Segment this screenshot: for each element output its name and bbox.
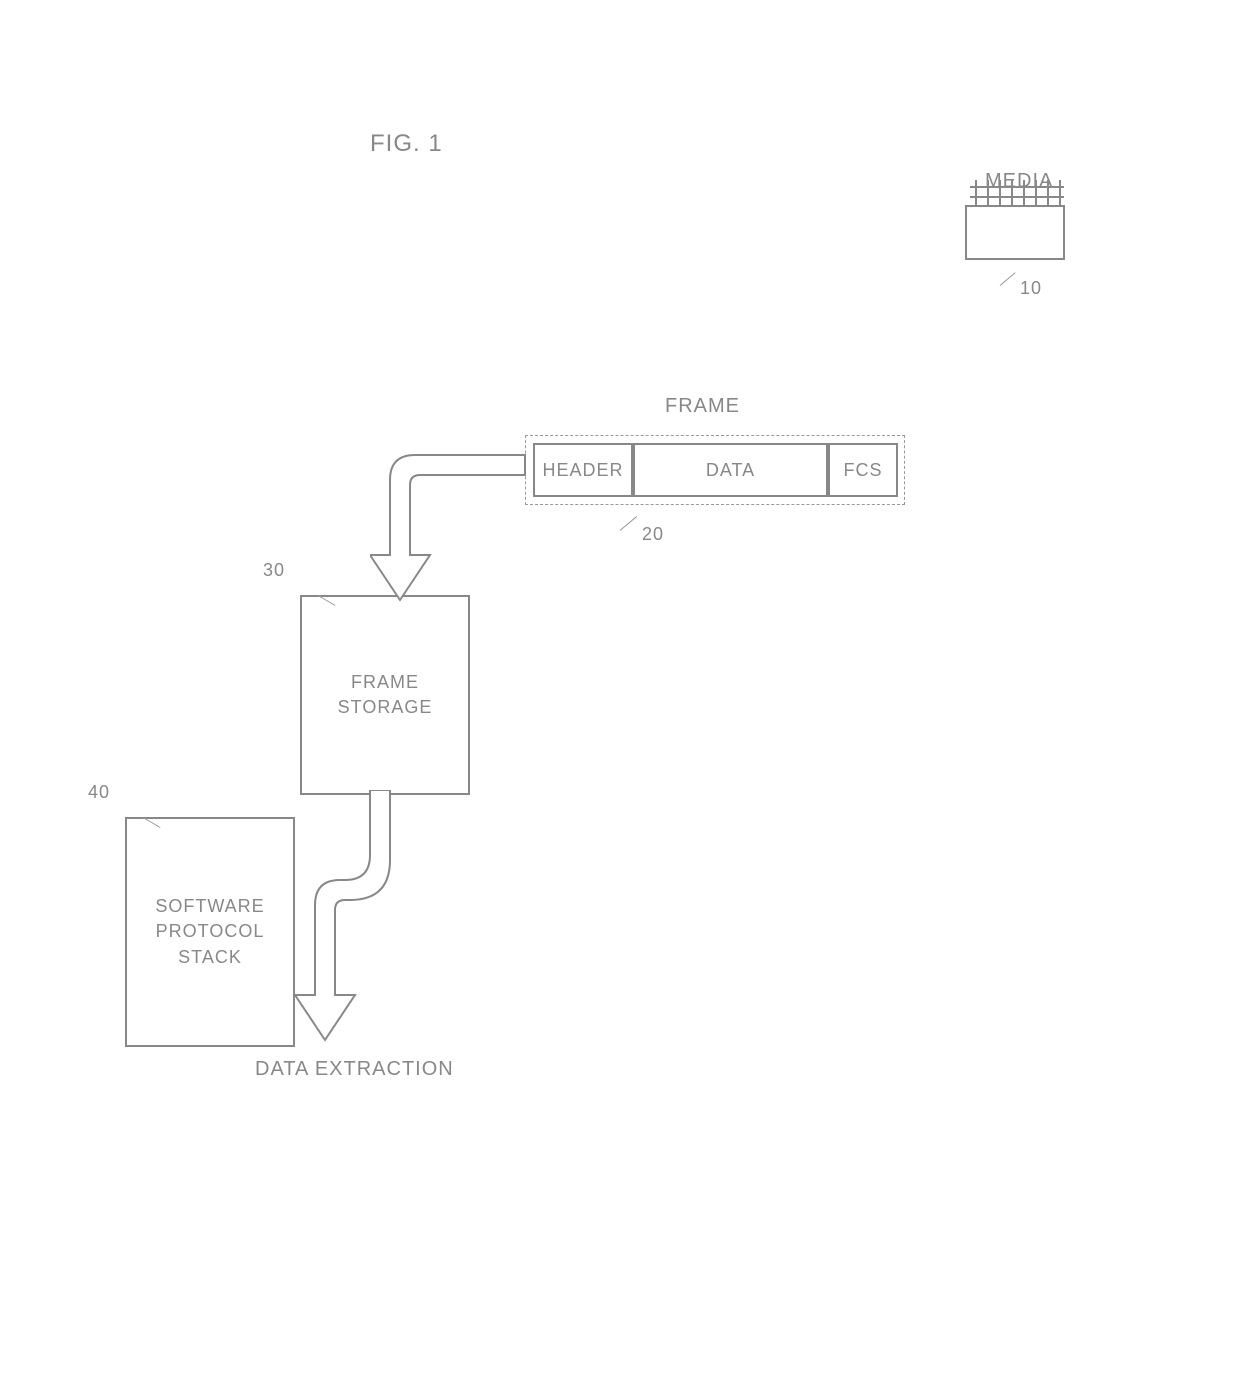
- frame-header-cell: HEADER: [533, 443, 633, 497]
- leader-line: [620, 516, 637, 531]
- storage-ref: 30: [263, 560, 285, 581]
- media-ref: 10: [1020, 278, 1042, 299]
- frame-ref: 20: [642, 524, 664, 545]
- media-pin: [1011, 180, 1013, 205]
- frame-fcs-cell: FCS: [828, 443, 898, 497]
- media-pin: [999, 180, 1001, 205]
- media-pin: [1047, 180, 1049, 205]
- media-pin: [1023, 180, 1025, 205]
- media-pin: [987, 180, 989, 205]
- frame-label: FRAME: [665, 395, 740, 418]
- protocol-stack-box: SOFTWARE PROTOCOL STACK: [125, 817, 295, 1047]
- media-connector: [965, 205, 1065, 260]
- media-pin-cross: [970, 196, 1064, 198]
- frame-data-text: DATA: [706, 460, 755, 481]
- data-extraction-label: DATA EXTRACTION: [255, 1058, 454, 1081]
- arrow-storage-to-extraction: [295, 790, 455, 1050]
- media-pin-cross: [970, 186, 1064, 188]
- frame-fcs-text: FCS: [844, 460, 883, 481]
- media-label: MEDIA: [985, 170, 1053, 193]
- leader-line: [1000, 272, 1016, 286]
- frame-data-cell: DATA: [633, 443, 828, 497]
- frame-storage-box: FRAME STORAGE: [300, 595, 470, 795]
- figure-title: FIG. 1: [370, 130, 443, 158]
- protocol-stack-text: SOFTWARE PROTOCOL STACK: [127, 894, 293, 970]
- media-pin: [975, 180, 977, 205]
- media-pin: [1059, 180, 1061, 205]
- stack-ref: 40: [88, 782, 110, 803]
- media-pin: [1035, 180, 1037, 205]
- frame-header-text: HEADER: [542, 460, 623, 481]
- frame-storage-text: FRAME STORAGE: [302, 670, 468, 720]
- arrow-frame-to-storage: [370, 435, 540, 615]
